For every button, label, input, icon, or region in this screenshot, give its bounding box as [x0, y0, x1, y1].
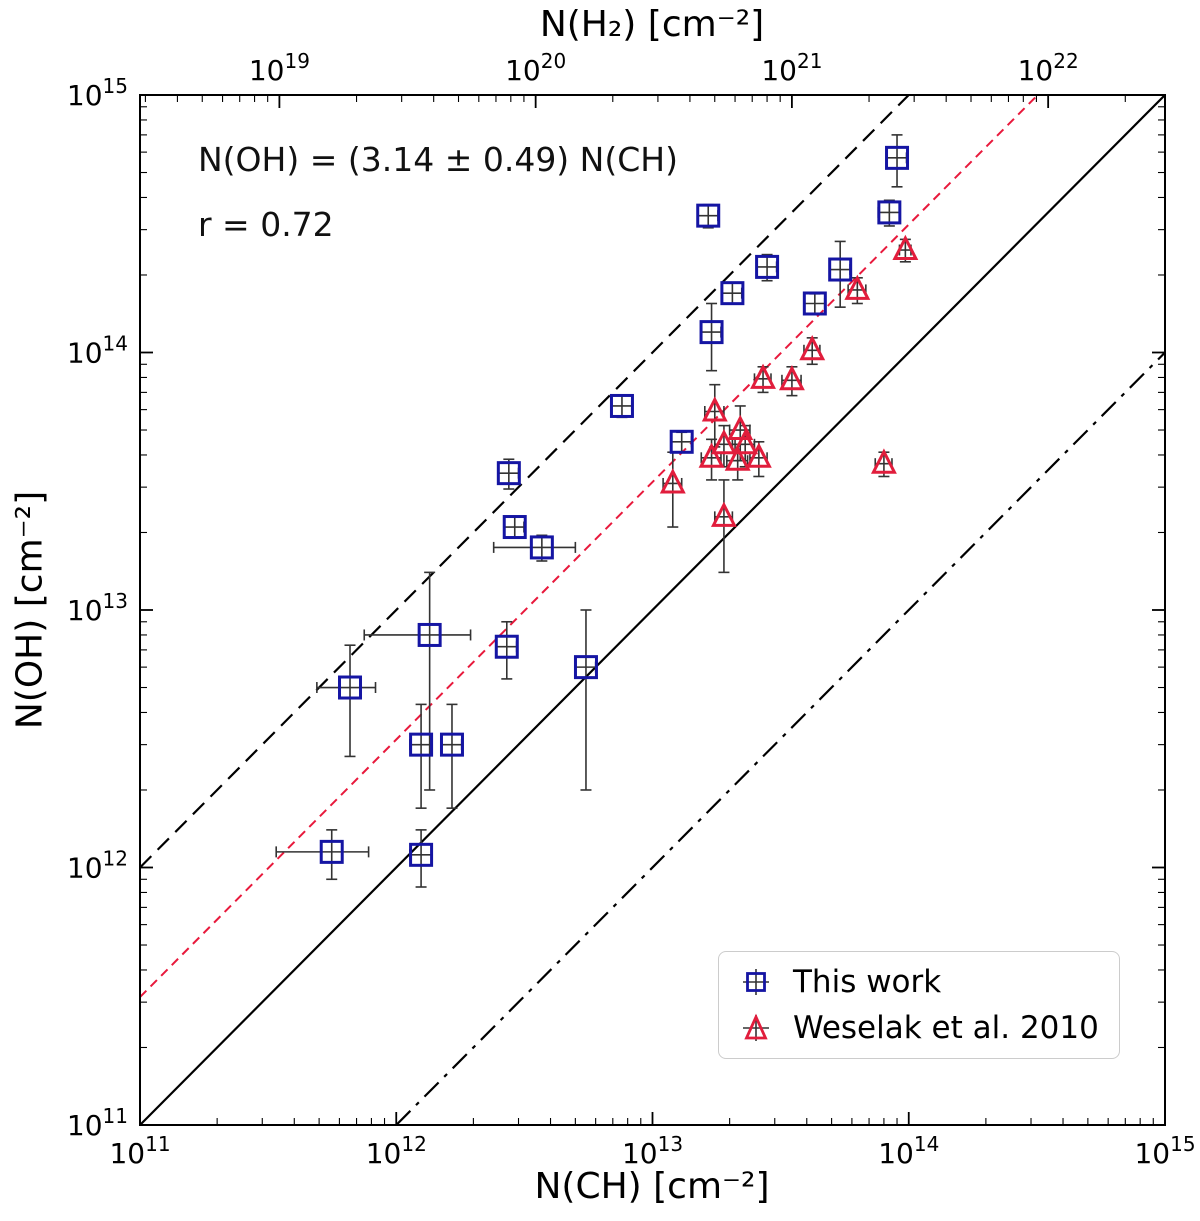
svg-text:1013: 1013	[622, 1132, 683, 1170]
svg-text:1015: 1015	[1134, 1132, 1195, 1170]
line-1-to-1	[139, 94, 1166, 1126]
error-bars	[275, 134, 912, 888]
correlation-annotation: r = 0.72	[198, 205, 334, 244]
legend-item-weselak: Weselak et al. 2010	[737, 1010, 1101, 1046]
axis-ticks	[139, 94, 1166, 1126]
reference-lines	[139, 94, 1166, 1126]
svg-text:1015: 1015	[67, 74, 128, 112]
line-fit-3.14-to-1	[139, 94, 1039, 998]
svg-text:1019: 1019	[249, 49, 310, 87]
fit-equation-annotation: N(OH) = (3.14 ± 0.49) N(CH)	[198, 140, 678, 179]
svg-text:1020: 1020	[505, 49, 566, 87]
line-1-to-10	[395, 351, 1166, 1126]
legend-item-this-work: This work	[737, 964, 1101, 1000]
tick-labels: 1011 1012 1013 1014 1015 1011 1012 1013 1014 1015…	[67, 49, 1196, 1170]
series-this-work	[319, 145, 910, 867]
svg-text:1022: 1022	[1018, 49, 1079, 87]
svg-text:1014: 1014	[878, 1132, 939, 1170]
svg-text:1011: 1011	[67, 1104, 128, 1142]
svg-text:1013: 1013	[67, 589, 128, 627]
legend-label-this-work: This work	[793, 964, 942, 1000]
svg-text:1014: 1014	[67, 332, 128, 370]
svg-text:1011: 1011	[109, 1132, 170, 1170]
svg-text:1012: 1012	[366, 1132, 427, 1170]
triangle-marker-icon	[743, 1013, 769, 1041]
svg-text:1021: 1021	[761, 49, 822, 87]
top-axis-title: N(H₂) [cm⁻²]	[539, 4, 765, 45]
series-weselak	[659, 234, 919, 527]
legend: This work Weselak et al. 2010	[718, 951, 1120, 1059]
square-marker-icon	[743, 969, 769, 995]
svg-text:1012: 1012	[67, 847, 128, 885]
legend-label-weselak: Weselak et al. 2010	[793, 1010, 1099, 1046]
line-10-to-1	[139, 94, 910, 869]
x-axis-title: N(CH) [cm⁻²]	[534, 1166, 770, 1207]
y-axis-title: N(OH) [cm⁻²]	[9, 490, 51, 730]
